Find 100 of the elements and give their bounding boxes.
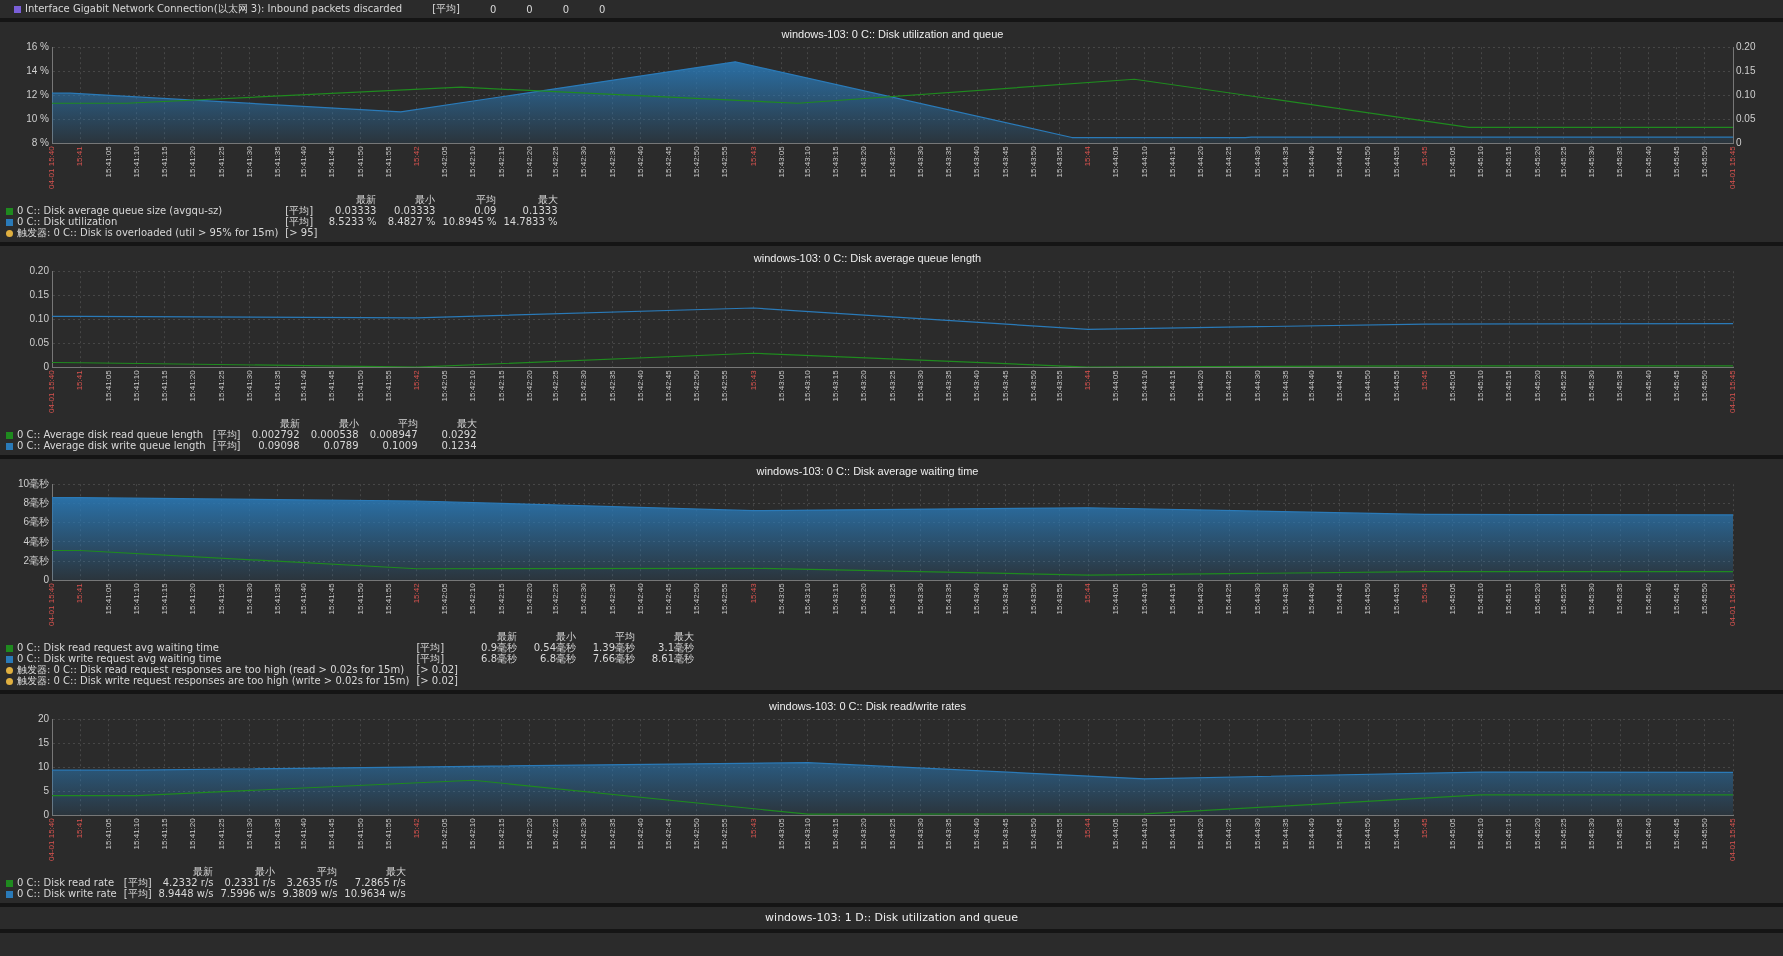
y-tick-label: 0.05 <box>29 337 50 349</box>
x-tick-label: 15:44:45 <box>1335 582 1345 615</box>
x-tick-label: 15:41:20 <box>188 582 198 615</box>
x-tick-label: 15:42:35 <box>607 145 617 178</box>
text: 0.03333 <box>334 205 378 216</box>
x-tick-label: 15:42:15 <box>496 817 506 850</box>
text: 触发器: 0 C:: Disk write request responses are too high (write > 0.02s for 15m) <box>16 675 411 686</box>
x-tick-label: 15:41:35 <box>272 145 282 178</box>
legend-label: 0 C:: Average disk read queue length <box>16 429 204 440</box>
x-tick-label: 15:45:30 <box>1587 369 1597 402</box>
x-tick-label: 15:44:25 <box>1224 145 1234 178</box>
x-tick-label: 15:41:50 <box>355 582 365 615</box>
x-tick-label: 15:43:20 <box>859 582 869 615</box>
text: 0 <box>562 3 570 15</box>
text: 0.54毫秒 <box>532 642 577 653</box>
text: 0.008947 <box>368 429 419 440</box>
text: 8.5233 % <box>327 216 378 227</box>
text: 最大 <box>384 866 407 877</box>
x-tick-label: 15:44:20 <box>1196 369 1206 402</box>
x-tick-label: 15:41:40 <box>299 145 309 178</box>
x-tick-label: 15:44:20 <box>1196 582 1206 615</box>
legend-label: 0 C:: Disk average queue size (avgqu-sz) <box>16 205 224 216</box>
text: Interface Gigabit Network Connection(以太网 3): Inbound packets discarded <box>24 2 403 16</box>
text: 3.2635 r/s <box>285 877 339 888</box>
x-tick-label: 15:44:55 <box>1391 582 1401 615</box>
y2-tick-label: 0.10 <box>1736 89 1756 100</box>
x-tick-label: 15:41:15 <box>160 145 170 178</box>
text: 最新 <box>192 866 215 877</box>
text: 平均 <box>316 866 339 877</box>
x-tick-label: 15:45:45 <box>1671 369 1681 402</box>
text: 平均 <box>396 418 419 429</box>
x-tick-label: 15:44:10 <box>1139 582 1149 615</box>
x-tick-label: 15:43:35 <box>944 582 954 615</box>
x-tick-label: 15:42:40 <box>635 369 645 402</box>
x-tick-label: 15:41:55 <box>383 817 393 850</box>
text: 1.39毫秒 <box>591 642 636 653</box>
x-tick-label: 15:45:05 <box>1448 582 1458 615</box>
x-tick-label: 15:42:05 <box>440 582 450 615</box>
x-tick-label: 15:44:25 <box>1224 582 1234 615</box>
x-tick-label: 15:42:35 <box>607 817 617 850</box>
y-tick-label: 16 % <box>26 40 50 52</box>
text: 0.2331 r/s <box>223 877 277 888</box>
text: 3.1毫秒 <box>657 642 695 653</box>
text: 0.1234 <box>440 440 478 451</box>
x-tick-label: 15:45:30 <box>1587 817 1597 850</box>
x-tick-label: 15:42:45 <box>663 145 673 178</box>
x-tick-label: 15:42:25 <box>551 582 561 615</box>
x-tick-label: 15:44 <box>1083 582 1093 604</box>
x-tick-label: 15:44:45 <box>1335 145 1345 178</box>
text: windows-103: 1 D:: Disk utilization and queue <box>764 910 1019 926</box>
x-tick-label: 15:41:40 <box>299 817 309 850</box>
x-tick-label: 15:41:30 <box>244 817 254 850</box>
text: 0.000538 <box>309 429 360 440</box>
x-tick-label: 15:42:50 <box>692 145 702 178</box>
text: [平均] <box>285 216 315 227</box>
text: 0.0292 <box>440 429 478 440</box>
x-tick-label: 15:42:30 <box>579 582 589 615</box>
text: 最大 <box>674 631 695 642</box>
x-tick-label: 15:45:45 <box>1671 817 1681 850</box>
x-tick-label: 15:45:05 <box>1448 369 1458 402</box>
x-tick-label: 15:43:40 <box>972 369 982 402</box>
x-tick-label: 15:41 <box>75 145 85 167</box>
x-tick-label: 15:41:35 <box>272 369 282 402</box>
x-tick-label: 15:45:20 <box>1532 582 1542 615</box>
y-tick-label: 6毫秒 <box>23 516 49 528</box>
x-tick-label: 15:44:55 <box>1391 145 1401 178</box>
x-tick-label: 15:44:15 <box>1167 369 1177 402</box>
y-tick-label: 10 <box>37 761 50 772</box>
x-tick-label: 15:41:05 <box>103 369 113 402</box>
y-tick-label: 8毫秒 <box>23 497 49 509</box>
x-tick-label: 15:43 <box>748 145 758 167</box>
x-tick-label: 15:41:20 <box>188 369 198 402</box>
text: 0 <box>526 3 533 15</box>
y-tick-label: 15 <box>37 736 50 748</box>
text: 0.002792 <box>250 429 301 440</box>
x-tick-label: 15:45:50 <box>1699 582 1709 615</box>
text: 8.4827 % <box>386 216 437 227</box>
x-tick-label: 15:42:10 <box>468 145 478 178</box>
x-tick-label: 15:43:15 <box>831 145 841 178</box>
text: 平均 <box>615 631 636 642</box>
x-tick-label: 15:45 <box>1419 369 1429 391</box>
x-tick-label: 15:42 <box>412 817 422 839</box>
x-tick-label: 15:44:40 <box>1306 145 1316 178</box>
x-tick-label: 15:44:10 <box>1139 369 1149 402</box>
x-tick-label: 15:41:50 <box>355 145 365 178</box>
x-tick-label: 15:43:25 <box>887 145 897 178</box>
x-tick-label: 15:43:45 <box>1000 817 1010 850</box>
text: 最新 <box>278 418 301 429</box>
x-tick-label: 15:44:45 <box>1335 369 1345 402</box>
text: 最小 <box>254 866 277 877</box>
x-tick-label: 15:43:10 <box>803 369 813 402</box>
text: 最新 <box>497 631 518 642</box>
text: [平均] <box>285 205 315 216</box>
x-tick-label: 15:44:35 <box>1280 582 1290 615</box>
text: 7.2865 r/s <box>353 877 407 888</box>
legend-label: 0 C:: Average disk write queue length <box>16 440 207 451</box>
x-tick-label: 15:43:10 <box>803 817 813 850</box>
x-tick-label: 15:42:55 <box>720 369 730 402</box>
x-tick-label: 15:42:55 <box>720 582 730 615</box>
x-tick-label: 04-01 15:45 <box>1728 817 1738 861</box>
